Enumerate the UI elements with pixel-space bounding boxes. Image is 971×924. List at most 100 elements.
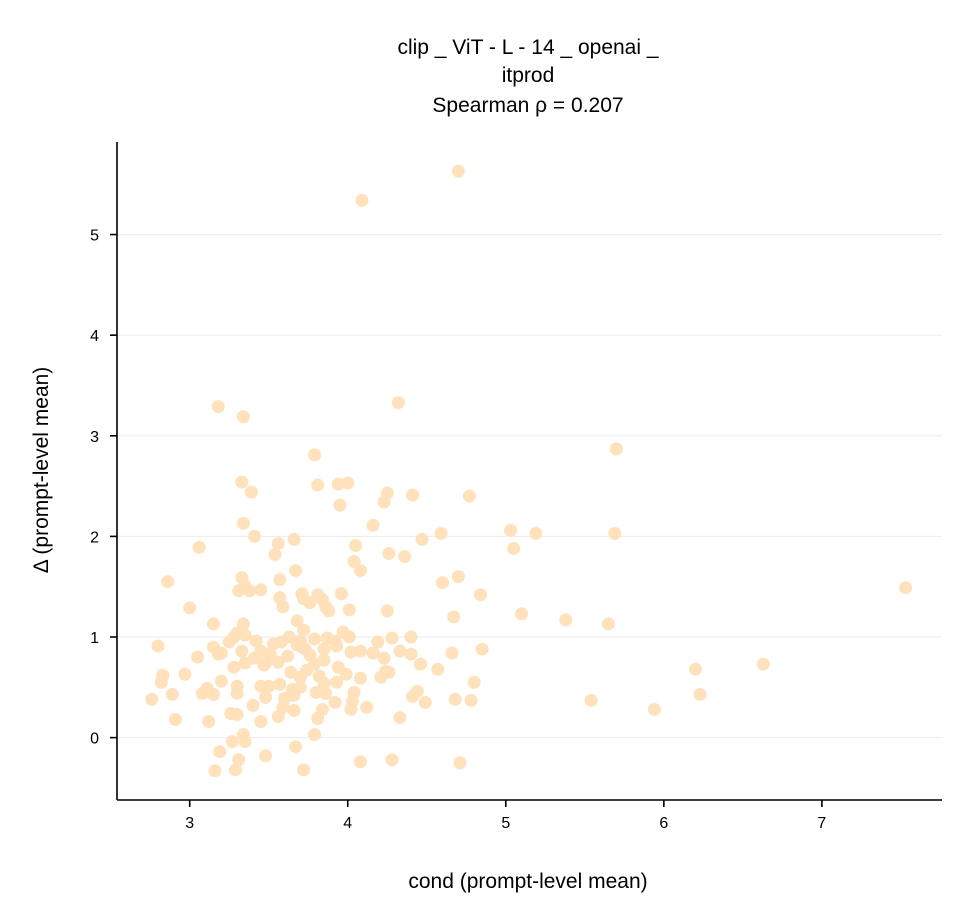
scatter-point	[309, 685, 323, 699]
scatter-point	[296, 623, 310, 637]
scatter-point	[393, 710, 407, 724]
scatter-point	[448, 692, 462, 706]
scatter-point	[271, 536, 285, 550]
scatter-point	[413, 657, 427, 671]
scatter-point	[406, 488, 420, 502]
scatter-point	[529, 526, 543, 540]
data-points	[145, 164, 913, 778]
scatter-point	[339, 667, 353, 681]
scatter-point	[475, 642, 489, 656]
scatter-point	[418, 695, 432, 709]
chart-title-line-2: itprod	[502, 64, 555, 87]
scatter-point	[317, 676, 331, 690]
scatter-point	[436, 576, 450, 590]
scatter-point	[308, 632, 322, 646]
scatter-point	[214, 674, 228, 688]
scatter-point	[168, 713, 182, 727]
y-tick-label: 0	[90, 731, 99, 748]
y-tick-label: 4	[90, 328, 99, 345]
scatter-point	[230, 707, 244, 721]
scatter-point	[303, 596, 317, 610]
scatter-point	[353, 564, 367, 578]
scatter-point	[366, 518, 380, 532]
scatter-point	[353, 644, 367, 658]
scatter-point	[507, 541, 521, 555]
scatter-point	[154, 675, 168, 689]
scatter-point	[161, 575, 175, 589]
scatter-point	[342, 630, 356, 644]
scatter-point	[287, 532, 301, 546]
scatter-point	[385, 753, 399, 767]
scatter-point	[165, 687, 179, 701]
scatter-point	[756, 657, 770, 671]
x-tick-label: 3	[185, 815, 194, 832]
scatter-point	[317, 642, 331, 656]
scatter-point	[391, 396, 405, 410]
scatter-point	[474, 588, 488, 602]
scatter-point	[377, 495, 391, 509]
scatter-point	[434, 526, 448, 540]
scatter-point	[377, 651, 391, 665]
scatter-point	[366, 646, 380, 660]
scatter-point	[287, 703, 301, 717]
scatter-point	[236, 516, 250, 530]
scatter-point	[504, 523, 518, 537]
scatter-point	[266, 637, 280, 651]
scatter-point	[341, 476, 355, 490]
scatter-point	[559, 613, 573, 627]
scatter-point	[331, 477, 345, 491]
scatter-point	[899, 581, 913, 595]
scatter-point	[178, 667, 192, 681]
scatter-point	[244, 485, 258, 499]
x-axis-ticks: 3 4 5 6 7	[185, 800, 826, 832]
scatter-point	[145, 692, 159, 706]
scatter-point	[464, 693, 478, 707]
scatter-point	[248, 529, 261, 543]
scatter-point	[254, 715, 268, 729]
scatter-point	[195, 686, 209, 700]
scatter-point	[268, 548, 282, 562]
scatter-point	[259, 749, 273, 763]
scatter-point	[236, 617, 250, 631]
scatter-point	[271, 655, 285, 669]
scatter-point	[330, 639, 344, 653]
scatter-point	[333, 498, 347, 512]
scatter-point	[225, 735, 239, 749]
scatter-point	[249, 634, 263, 648]
scatter-point	[467, 675, 481, 689]
scatter-point	[344, 702, 358, 716]
scatter-point	[360, 700, 374, 714]
scatter-point	[289, 564, 303, 578]
scatter-point	[281, 649, 295, 663]
scatter-point	[319, 686, 333, 700]
scatter-point	[206, 617, 220, 631]
scatter-point	[353, 671, 367, 685]
scatter-point	[404, 647, 418, 661]
scatter-point	[344, 645, 358, 659]
scatter-point	[311, 712, 325, 726]
scatter-point	[349, 538, 363, 552]
scatter-point	[688, 662, 702, 676]
scatter-point	[308, 448, 322, 462]
scatter-point	[382, 547, 396, 561]
scatter-point	[385, 631, 399, 645]
scatter-point	[447, 610, 461, 624]
scatter-point	[232, 584, 246, 598]
scatter-point	[235, 644, 249, 658]
scatter-point	[271, 709, 285, 723]
scatter-point	[328, 695, 342, 709]
scatter-point	[647, 702, 661, 716]
chart-title-line-1: clip _ ViT - L - 14 _ openai _	[397, 36, 658, 59]
x-tick-label: 7	[817, 815, 826, 832]
scatter-point	[404, 630, 418, 644]
scatter-point	[222, 635, 236, 649]
y-axis-ticks: 0 1 2 3 4 5	[90, 228, 117, 748]
scatter-point	[206, 687, 220, 701]
scatter-point	[293, 670, 307, 684]
scatter-point	[230, 686, 244, 700]
scatter-point	[227, 660, 241, 674]
scatter-point	[374, 670, 388, 684]
scatter-point	[246, 698, 260, 712]
chart-title-line-3: Spearman ρ = 0.207	[432, 94, 623, 117]
